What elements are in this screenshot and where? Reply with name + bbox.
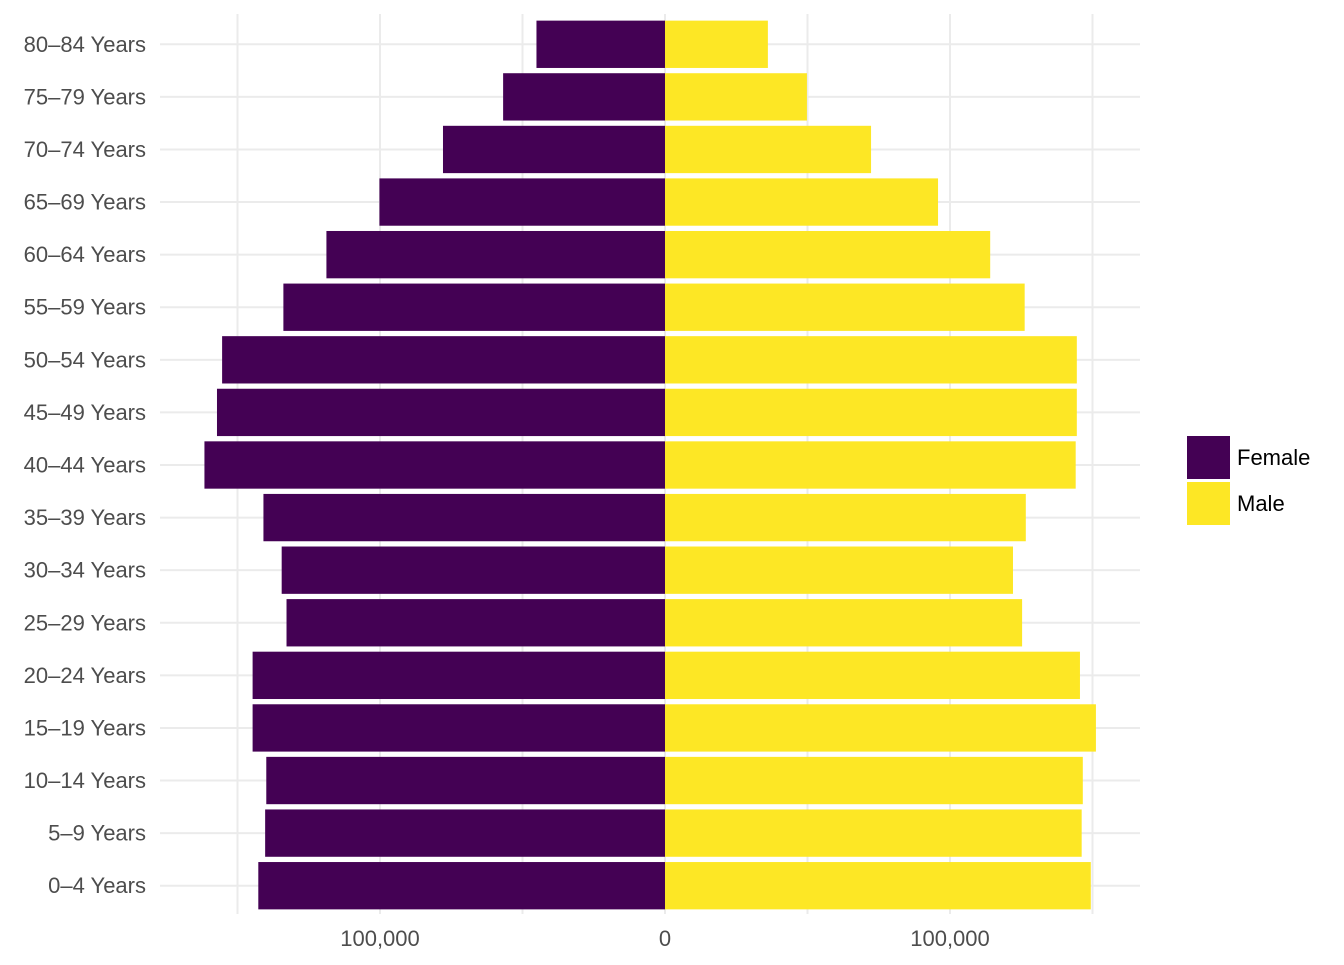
y-tick-label: 5–9 Years <box>48 821 146 846</box>
bar-female <box>326 230 665 279</box>
y-tick-label: 10–14 Years <box>24 768 146 793</box>
x-tick-label: 100,000 <box>340 926 420 951</box>
y-tick-label: 50–54 Years <box>24 347 146 372</box>
legend: Female Male <box>1187 436 1310 525</box>
bar-female <box>286 599 665 647</box>
x-tick-label: 100,000 <box>910 926 990 951</box>
y-tick-label: 60–64 Years <box>24 242 146 267</box>
bar-female <box>252 651 666 700</box>
bar-male <box>665 178 939 226</box>
bar-female <box>536 20 665 68</box>
y-tick-label: 80–84 Years <box>24 32 146 57</box>
y-tick-label: 45–49 Years <box>24 400 146 425</box>
y-tick-label: 55–59 Years <box>24 295 146 320</box>
bar-female <box>266 756 665 805</box>
y-tick-label: 70–74 Years <box>24 137 146 162</box>
y-tick-label: 30–34 Years <box>24 558 146 583</box>
bar-female <box>281 546 665 594</box>
y-tick-label: 25–29 Years <box>24 610 146 635</box>
bar-male <box>665 493 1026 542</box>
legend-label-female: Female <box>1237 445 1310 470</box>
bar-male <box>665 756 1083 805</box>
bar-male <box>665 230 991 279</box>
bar-female <box>222 336 666 384</box>
bar-male <box>665 704 1096 752</box>
bar-female <box>503 73 665 121</box>
y-tick-label: 75–79 Years <box>24 84 146 109</box>
x-axis-labels: 100,000 0 100,000 <box>340 926 990 951</box>
bar-male <box>665 651 1080 700</box>
legend-swatch-male <box>1187 482 1230 525</box>
y-axis-labels: 0–4 Years 5–9 Years 10–14 Years 15–19 Years… <box>24 32 146 898</box>
bar-female <box>442 125 665 174</box>
bar-female <box>252 704 666 752</box>
y-tick-label: 35–39 Years <box>24 505 146 530</box>
bar-male <box>665 599 1023 647</box>
x-tick-label: 0 <box>659 926 671 951</box>
bar-female <box>204 441 665 489</box>
bar-male <box>665 809 1082 857</box>
bars-layer <box>204 20 1096 910</box>
y-tick-label: 20–24 Years <box>24 663 146 688</box>
y-tick-label: 15–19 Years <box>24 715 146 740</box>
bar-male <box>665 336 1077 384</box>
y-tick-label: 0–4 Years <box>48 873 146 898</box>
bar-male <box>665 20 768 68</box>
bar-female <box>258 862 665 910</box>
y-tick-label: 65–69 Years <box>24 190 146 215</box>
bar-female <box>263 493 665 542</box>
legend-swatch-female <box>1187 436 1230 479</box>
bar-female <box>265 809 665 857</box>
legend-label-male: Male <box>1237 491 1285 516</box>
bar-male <box>665 283 1025 331</box>
bar-male <box>665 441 1076 489</box>
bar-male <box>665 73 807 121</box>
bar-male <box>665 388 1077 437</box>
bar-male <box>665 546 1013 594</box>
bar-female <box>379 178 665 226</box>
bar-female <box>283 283 665 331</box>
bar-male <box>665 862 1091 910</box>
bar-female <box>216 388 666 437</box>
y-tick-label: 40–44 Years <box>24 453 146 478</box>
bar-male <box>665 125 872 174</box>
